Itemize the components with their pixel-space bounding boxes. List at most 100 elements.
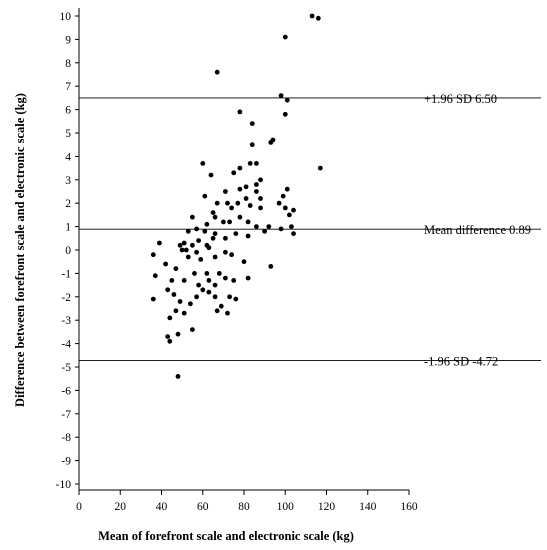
data-point bbox=[237, 165, 243, 171]
data-point bbox=[231, 170, 237, 176]
data-point bbox=[190, 327, 195, 332]
data-point bbox=[173, 266, 179, 272]
data-point bbox=[181, 278, 187, 283]
data-point bbox=[276, 200, 282, 206]
data-point bbox=[229, 205, 235, 211]
data-point bbox=[237, 214, 243, 220]
y-tick-label: -3 bbox=[61, 315, 71, 327]
data-point bbox=[177, 299, 183, 304]
data-point bbox=[212, 231, 218, 237]
y-tick-label: 6 bbox=[65, 105, 71, 117]
data-point bbox=[254, 224, 259, 230]
y-tick-label: 8 bbox=[65, 58, 71, 70]
x-axis-title: Mean of forefront scale and electronic s… bbox=[98, 529, 354, 543]
data-point bbox=[317, 165, 323, 171]
data-point bbox=[175, 374, 181, 379]
data-point bbox=[210, 235, 216, 241]
data-point bbox=[291, 207, 296, 213]
data-point bbox=[245, 233, 251, 239]
x-tick-label: 20 bbox=[115, 501, 127, 513]
data-point bbox=[223, 275, 228, 281]
x-tick-label: 80 bbox=[238, 501, 250, 513]
data-point bbox=[196, 282, 202, 288]
y-tick-label: 7 bbox=[65, 81, 71, 93]
x-tick-label: 60 bbox=[197, 501, 209, 513]
data-point bbox=[171, 292, 177, 297]
data-point bbox=[237, 109, 243, 115]
data-point bbox=[245, 275, 251, 281]
data-point bbox=[167, 315, 173, 321]
data-point bbox=[206, 289, 212, 295]
x-tick-label: 100 bbox=[277, 501, 295, 513]
data-point bbox=[268, 264, 274, 269]
data-point bbox=[169, 278, 175, 283]
data-point bbox=[202, 193, 208, 199]
y-tick-label: 3 bbox=[65, 175, 71, 187]
data-point bbox=[223, 189, 228, 194]
data-point bbox=[309, 13, 315, 19]
data-point bbox=[258, 196, 263, 201]
data-point bbox=[175, 331, 181, 337]
data-point bbox=[190, 242, 195, 248]
y-tick-label: 5 bbox=[65, 128, 71, 140]
data-point bbox=[225, 310, 230, 316]
data-point bbox=[214, 200, 220, 206]
data-point bbox=[291, 231, 296, 237]
data-point bbox=[214, 69, 220, 75]
data-point bbox=[194, 249, 200, 255]
data-point bbox=[249, 121, 255, 126]
data-point bbox=[266, 224, 272, 230]
data-point bbox=[278, 93, 284, 98]
x-tick-label: 120 bbox=[318, 501, 336, 513]
data-point bbox=[254, 189, 259, 194]
data-point bbox=[179, 247, 185, 253]
data-point bbox=[181, 310, 187, 316]
data-point bbox=[183, 247, 189, 253]
data-point bbox=[163, 261, 169, 267]
data-point bbox=[280, 193, 286, 199]
x-tick-label: 40 bbox=[156, 501, 168, 513]
data-point bbox=[218, 303, 224, 309]
y-tick-label: 0 bbox=[65, 245, 71, 257]
data-point bbox=[254, 161, 259, 166]
data-point bbox=[227, 294, 233, 300]
data-point bbox=[243, 196, 249, 201]
data-point bbox=[194, 294, 200, 300]
data-point bbox=[206, 278, 212, 283]
data-point bbox=[245, 219, 251, 225]
data-point bbox=[284, 97, 290, 103]
data-points bbox=[150, 13, 323, 379]
y-tick-label: -5 bbox=[61, 362, 71, 374]
data-point bbox=[235, 200, 241, 206]
data-point bbox=[227, 219, 233, 225]
data-point bbox=[243, 184, 249, 190]
reference-line-label: -1.96 SD -4.72 bbox=[424, 354, 498, 368]
data-point bbox=[258, 177, 263, 183]
data-point bbox=[278, 226, 284, 232]
y-tick-label: 10 bbox=[60, 11, 72, 23]
data-point bbox=[165, 287, 171, 293]
data-point bbox=[185, 254, 191, 260]
data-point bbox=[212, 254, 218, 260]
data-point bbox=[185, 228, 191, 234]
data-point bbox=[212, 214, 218, 220]
data-point bbox=[282, 205, 288, 211]
data-point bbox=[194, 226, 200, 232]
data-point bbox=[241, 259, 247, 265]
y-tick-label: 2 bbox=[65, 198, 71, 210]
reference-line-label: Mean difference 0.89 bbox=[424, 223, 531, 237]
data-point bbox=[212, 282, 218, 288]
y-tick-label: -6 bbox=[61, 385, 71, 397]
y-tick-label: -8 bbox=[61, 432, 71, 444]
data-point bbox=[258, 205, 263, 211]
y-tick-label: -7 bbox=[61, 409, 71, 421]
data-point bbox=[204, 221, 210, 227]
data-point bbox=[198, 257, 204, 262]
data-point bbox=[249, 142, 255, 148]
data-point bbox=[223, 249, 228, 255]
data-point bbox=[165, 334, 171, 339]
data-point bbox=[212, 294, 218, 300]
data-point bbox=[190, 214, 195, 220]
data-point bbox=[221, 219, 226, 225]
